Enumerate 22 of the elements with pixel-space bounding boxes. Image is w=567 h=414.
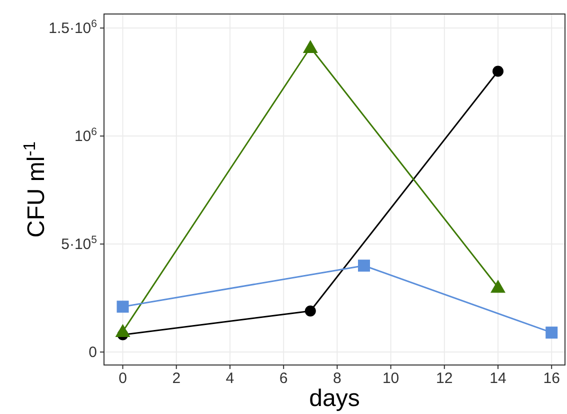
point — [302, 40, 318, 53]
x-tick-label: 2 — [172, 370, 181, 387]
point — [116, 300, 129, 313]
y-tick-label: 1.5·10$^{6}$ — [48, 18, 98, 38]
y-tick-label: 0 — [88, 344, 97, 362]
y-tick-label: 5·10$^{5}$ — [61, 234, 98, 254]
x-tick-label: 4 — [226, 370, 234, 387]
point — [490, 280, 506, 293]
x-tick-label: 12 — [436, 370, 453, 387]
point — [115, 324, 130, 338]
x-tick-label: 8 — [333, 370, 342, 387]
x-tick-label: 14 — [490, 370, 506, 387]
x-tick-label: 0 — [118, 370, 127, 387]
x-tick-label: 16 — [543, 370, 560, 387]
point — [492, 66, 504, 77]
x-axis-title: days — [309, 385, 360, 412]
point — [304, 306, 316, 316]
point — [358, 260, 370, 272]
x-tick-label: 6 — [279, 370, 288, 387]
y-tick-label: 10$^{6}$ — [74, 126, 98, 146]
point — [546, 326, 558, 339]
x-tick-label: 10 — [382, 370, 400, 387]
